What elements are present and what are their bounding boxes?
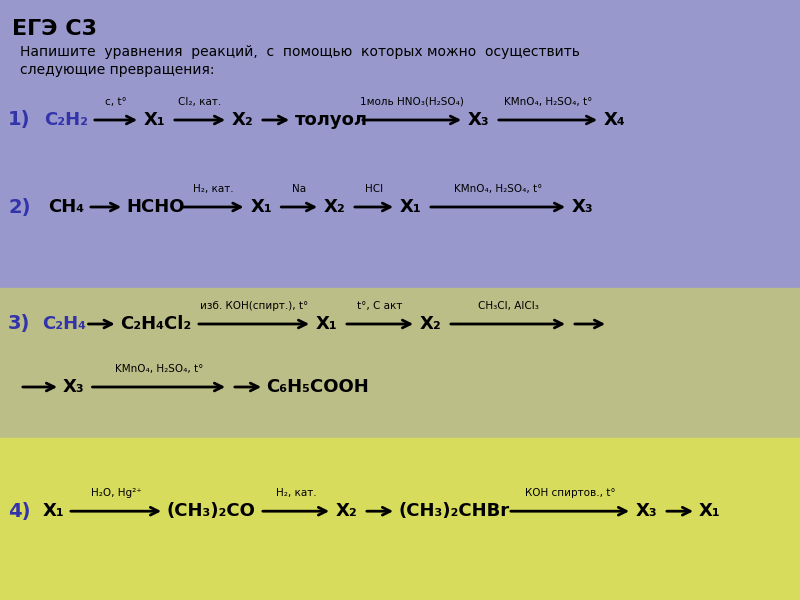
Text: 2): 2) (8, 197, 30, 217)
Text: 1): 1) (8, 110, 30, 130)
Text: X₁: X₁ (316, 315, 338, 333)
Text: KMnO₄, H₂SO₄, t°: KMnO₄, H₂SO₄, t° (114, 364, 203, 374)
Text: (CH₃)₂CHBr: (CH₃)₂CHBr (398, 502, 510, 520)
Text: Na: Na (292, 184, 306, 194)
Text: КОН спиртов., t°: КОН спиртов., t° (525, 488, 615, 498)
Text: следующие превращения:: следующие превращения: (20, 63, 214, 77)
Text: HCHO: HCHO (126, 198, 185, 216)
Text: X₁: X₁ (400, 198, 422, 216)
Text: X₁: X₁ (250, 198, 272, 216)
Text: X₂: X₂ (324, 198, 346, 216)
Text: C₆H₅COOH: C₆H₅COOH (266, 378, 369, 396)
Text: X₃: X₃ (572, 198, 594, 216)
Text: 4): 4) (8, 502, 30, 521)
Bar (0, 288, 800, 438)
Bar (0, 0, 800, 288)
Text: X₃: X₃ (636, 502, 658, 520)
Text: H₂O, Hg²⁺: H₂O, Hg²⁺ (90, 488, 142, 498)
Text: X₂: X₂ (420, 315, 442, 333)
Text: H₂, кат.: H₂, кат. (193, 184, 234, 194)
Text: 1моль HNO₃(H₂SO₄): 1моль HNO₃(H₂SO₄) (360, 97, 464, 107)
Text: Напишите  уравнения  реакций,  с  помощью  которых можно  осуществить: Напишите уравнения реакций, с помощью ко… (20, 45, 580, 59)
Text: X₁: X₁ (42, 502, 64, 520)
Text: HCl: HCl (365, 184, 383, 194)
Text: X₂: X₂ (336, 502, 358, 520)
Bar (0, 438, 800, 600)
Text: с, t°: с, t° (105, 97, 127, 107)
Text: C₂H₄: C₂H₄ (42, 315, 86, 333)
Text: X₂: X₂ (232, 111, 254, 129)
Text: KMnO₄, H₂SO₄, t°: KMnO₄, H₂SO₄, t° (504, 97, 592, 107)
Text: CH₄: CH₄ (48, 198, 84, 216)
Text: t°, С акт: t°, С акт (358, 301, 402, 311)
Text: X₃: X₃ (62, 378, 84, 396)
Text: X₁: X₁ (144, 111, 166, 129)
Text: X₄: X₄ (604, 111, 626, 129)
Text: C₂H₂: C₂H₂ (44, 111, 88, 129)
Text: X₃: X₃ (468, 111, 490, 129)
Text: KMnO₄, H₂SO₄, t°: KMnO₄, H₂SO₄, t° (454, 184, 542, 194)
Text: толуол: толуол (294, 111, 367, 129)
Text: H₂, кат.: H₂, кат. (276, 488, 316, 498)
Text: изб. КОН(спирт.), t°: изб. КОН(спирт.), t° (200, 301, 308, 311)
Text: CH₃Cl, AlCl₃: CH₃Cl, AlCl₃ (478, 301, 538, 311)
Text: ЕГЭ С3: ЕГЭ С3 (12, 19, 97, 39)
Text: X₁: X₁ (698, 502, 720, 520)
Text: (CH₃)₂CO: (CH₃)₂CO (166, 502, 255, 520)
Text: C₂H₄Cl₂: C₂H₄Cl₂ (120, 315, 191, 333)
Text: 3): 3) (8, 314, 30, 334)
Text: Cl₂, кат.: Cl₂, кат. (178, 97, 222, 107)
